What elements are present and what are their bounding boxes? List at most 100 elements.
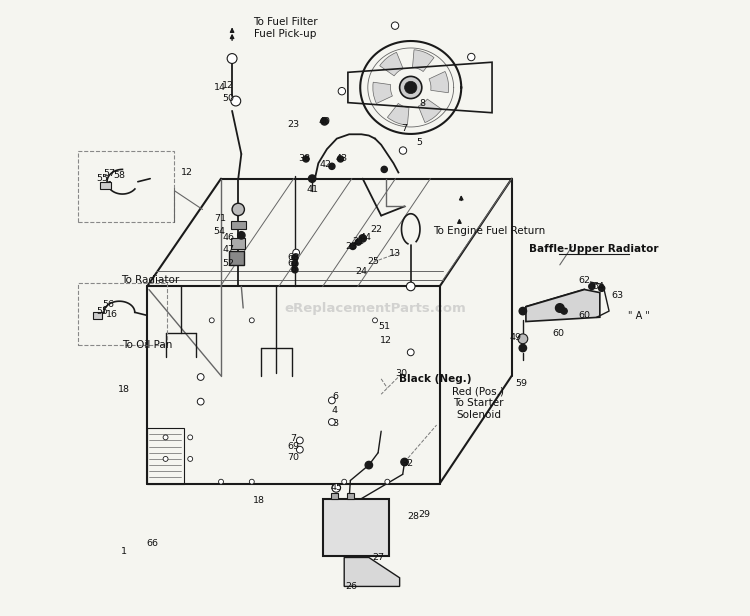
Text: 60: 60 [578,311,590,320]
Circle shape [227,54,237,63]
Text: eReplacementParts.com: eReplacementParts.com [284,301,466,315]
Circle shape [292,261,298,267]
Text: 14: 14 [214,83,226,92]
Text: To Oil Pan: To Oil Pan [122,340,172,350]
Bar [147,428,184,484]
Text: " A ": " A " [628,311,650,321]
Circle shape [218,479,223,484]
Circle shape [292,267,298,273]
Text: 42: 42 [320,160,332,169]
Text: 22: 22 [370,225,382,233]
Polygon shape [526,290,600,322]
Text: 5: 5 [416,139,422,147]
Text: 58: 58 [113,171,125,180]
Circle shape [188,456,193,461]
Circle shape [249,318,254,323]
Wedge shape [429,71,448,93]
Text: 27: 27 [372,553,384,562]
Wedge shape [419,99,442,123]
Circle shape [231,96,241,106]
Circle shape [197,373,204,381]
Circle shape [385,479,390,484]
Circle shape [406,282,415,291]
Text: 7: 7 [401,124,407,132]
Text: 25: 25 [368,257,380,266]
Text: 16: 16 [106,310,118,318]
Text: 40: 40 [319,117,331,126]
Circle shape [519,344,526,352]
Wedge shape [373,82,392,103]
Text: 50: 50 [223,94,235,103]
Text: 18: 18 [254,496,266,505]
Text: 52: 52 [223,259,235,268]
Circle shape [342,479,346,484]
Text: 51: 51 [378,322,390,331]
Text: 60: 60 [552,330,564,338]
Circle shape [359,235,367,242]
Text: 57: 57 [103,169,115,178]
Bar [78,283,167,345]
Text: 1: 1 [122,547,128,556]
Circle shape [308,175,316,182]
Text: 41: 41 [306,185,318,194]
Circle shape [296,446,303,453]
Bar [232,221,246,229]
Text: 69: 69 [287,442,299,451]
Circle shape [381,166,387,172]
Text: 23: 23 [288,120,300,129]
Circle shape [209,318,214,323]
Text: 8: 8 [419,99,425,108]
Circle shape [328,163,335,169]
Text: 62: 62 [578,276,590,285]
Bar [346,493,354,499]
Text: 46: 46 [223,233,235,241]
Text: 4: 4 [332,406,338,415]
Circle shape [589,283,595,290]
Text: 7: 7 [290,434,296,443]
Bar [93,312,102,319]
Circle shape [467,54,475,61]
Text: 12: 12 [223,81,235,89]
Text: 66: 66 [146,539,158,548]
Wedge shape [380,52,404,76]
Text: 44: 44 [359,233,371,241]
Circle shape [404,81,417,94]
Text: 28: 28 [407,512,419,521]
Text: 3: 3 [332,419,338,428]
Circle shape [238,232,245,239]
Text: 68: 68 [287,253,299,262]
Bar [229,251,244,265]
Circle shape [350,243,356,249]
Text: 63: 63 [611,291,623,300]
Text: 24: 24 [355,267,367,275]
Circle shape [163,456,168,461]
Text: 32: 32 [401,459,413,468]
Text: 71: 71 [214,214,226,223]
Text: 54: 54 [214,227,226,235]
Circle shape [197,399,204,405]
Circle shape [519,307,526,315]
Polygon shape [344,557,400,586]
Circle shape [303,156,309,162]
Circle shape [328,419,335,426]
Circle shape [598,285,604,291]
Circle shape [296,437,303,444]
Circle shape [556,304,564,312]
Circle shape [292,254,298,261]
Text: 67: 67 [287,259,299,268]
Bar [232,238,245,249]
Text: 18: 18 [118,385,130,394]
Text: 45: 45 [330,484,342,492]
Text: 49: 49 [509,333,521,342]
Text: 70: 70 [287,453,299,461]
Circle shape [518,334,528,344]
Circle shape [338,87,346,95]
Text: 26: 26 [346,582,358,591]
Text: 47: 47 [223,245,235,254]
Wedge shape [413,50,434,71]
Text: 30: 30 [395,370,407,378]
Text: 12: 12 [181,168,193,177]
Text: 29: 29 [419,510,430,519]
Circle shape [400,458,408,466]
Text: 55: 55 [96,307,108,315]
